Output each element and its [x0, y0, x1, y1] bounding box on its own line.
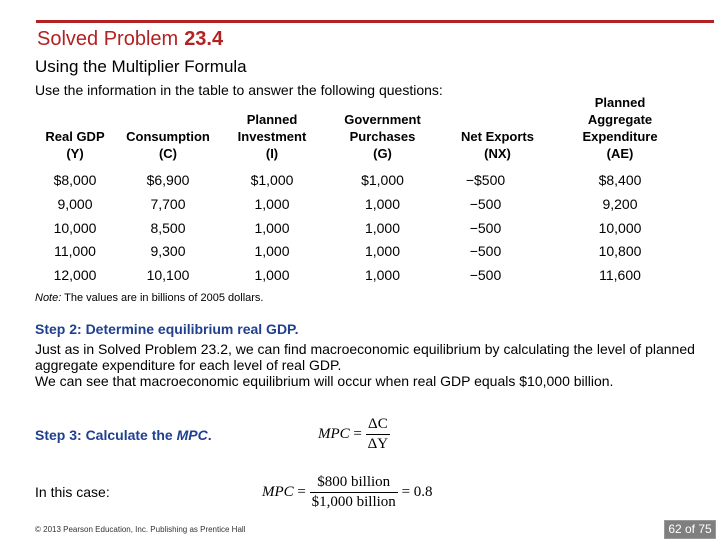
- table-cell: 1,000: [364, 267, 401, 283]
- table-cell: $8,400: [598, 172, 642, 188]
- table-cell: −500: [469, 196, 502, 212]
- table-cell: $1,000: [250, 172, 294, 188]
- in-this-case-label: In this case:: [35, 484, 110, 500]
- table-cell: 10,100: [146, 267, 190, 283]
- table-cell: $8,000: [53, 172, 97, 188]
- table-cell: 1,000: [364, 196, 401, 212]
- step2-paragraph-1: Just as in Solved Problem 23.2, we can f…: [35, 341, 695, 373]
- step2-paragraph-2: We can see that macroeconomic equilibriu…: [35, 373, 614, 389]
- table-cell: 9,000: [57, 196, 93, 212]
- step2-body: Just as in Solved Problem 23.2, we can f…: [35, 341, 695, 389]
- table-cell: −$500: [465, 172, 506, 188]
- table-cell: 1,000: [364, 243, 401, 259]
- table-cell: 11,600: [599, 267, 641, 283]
- table-cell: 10,800: [598, 243, 642, 259]
- col-header-planned-investment: Planned Investment (I): [237, 112, 307, 161]
- table-cell: −500: [469, 220, 502, 236]
- table-cell: 7,700: [150, 196, 186, 212]
- top-rule: [36, 20, 714, 23]
- table-cell: 1,000: [254, 220, 290, 236]
- table-cell: $1,000: [361, 172, 404, 188]
- table-cell: 11,000: [54, 243, 96, 259]
- step2-heading: Step 2: Determine equilibrium real GDP.: [35, 321, 299, 337]
- table-note: Note: The values are in billions of 2005…: [35, 292, 264, 304]
- page-subtitle: Using the Multiplier Formula: [35, 57, 247, 76]
- mpc-formula: MPC = ΔC ΔY: [318, 416, 391, 452]
- col-header-government-purchases: Government Purchases (G): [344, 112, 421, 161]
- step3-heading: Step 3: Calculate the MPC.: [35, 427, 212, 443]
- table-cell: $6,900: [146, 172, 190, 188]
- table-cell: 12,000: [53, 267, 97, 283]
- table-cell: 1,000: [254, 267, 290, 283]
- col-header-planned-ae: Planned Aggregate Expenditure (AE): [582, 95, 658, 161]
- table-cell: 1,000: [254, 243, 290, 259]
- col-header-consumption: Consumption (C): [126, 129, 210, 161]
- col-header-real-gdp: Real GDP (Y): [45, 129, 105, 161]
- table-cell: −500: [469, 243, 502, 259]
- mpc-calculation: MPC = $800 billion $1,000 billion = 0.8: [262, 474, 433, 510]
- table-cell: 9,300: [150, 243, 186, 259]
- table-cell: 10,000: [53, 220, 97, 236]
- table-cell: −500: [469, 267, 502, 283]
- table-cell: 1,000: [364, 220, 401, 236]
- table-cell: 9,200: [602, 196, 638, 212]
- intro-text: Use the information in the table to answ…: [35, 82, 443, 98]
- table-cell: 8,500: [150, 220, 186, 236]
- col-header-net-exports: Net Exports (NX): [461, 129, 534, 161]
- page-title: Solved Problem 23.4: [37, 28, 224, 50]
- page-indicator: 62 of 75: [664, 520, 716, 539]
- table-cell: 10,000: [598, 220, 642, 236]
- copyright-text: © 2013 Pearson Education, Inc. Publishin…: [35, 525, 246, 534]
- table-cell: 1,000: [254, 196, 290, 212]
